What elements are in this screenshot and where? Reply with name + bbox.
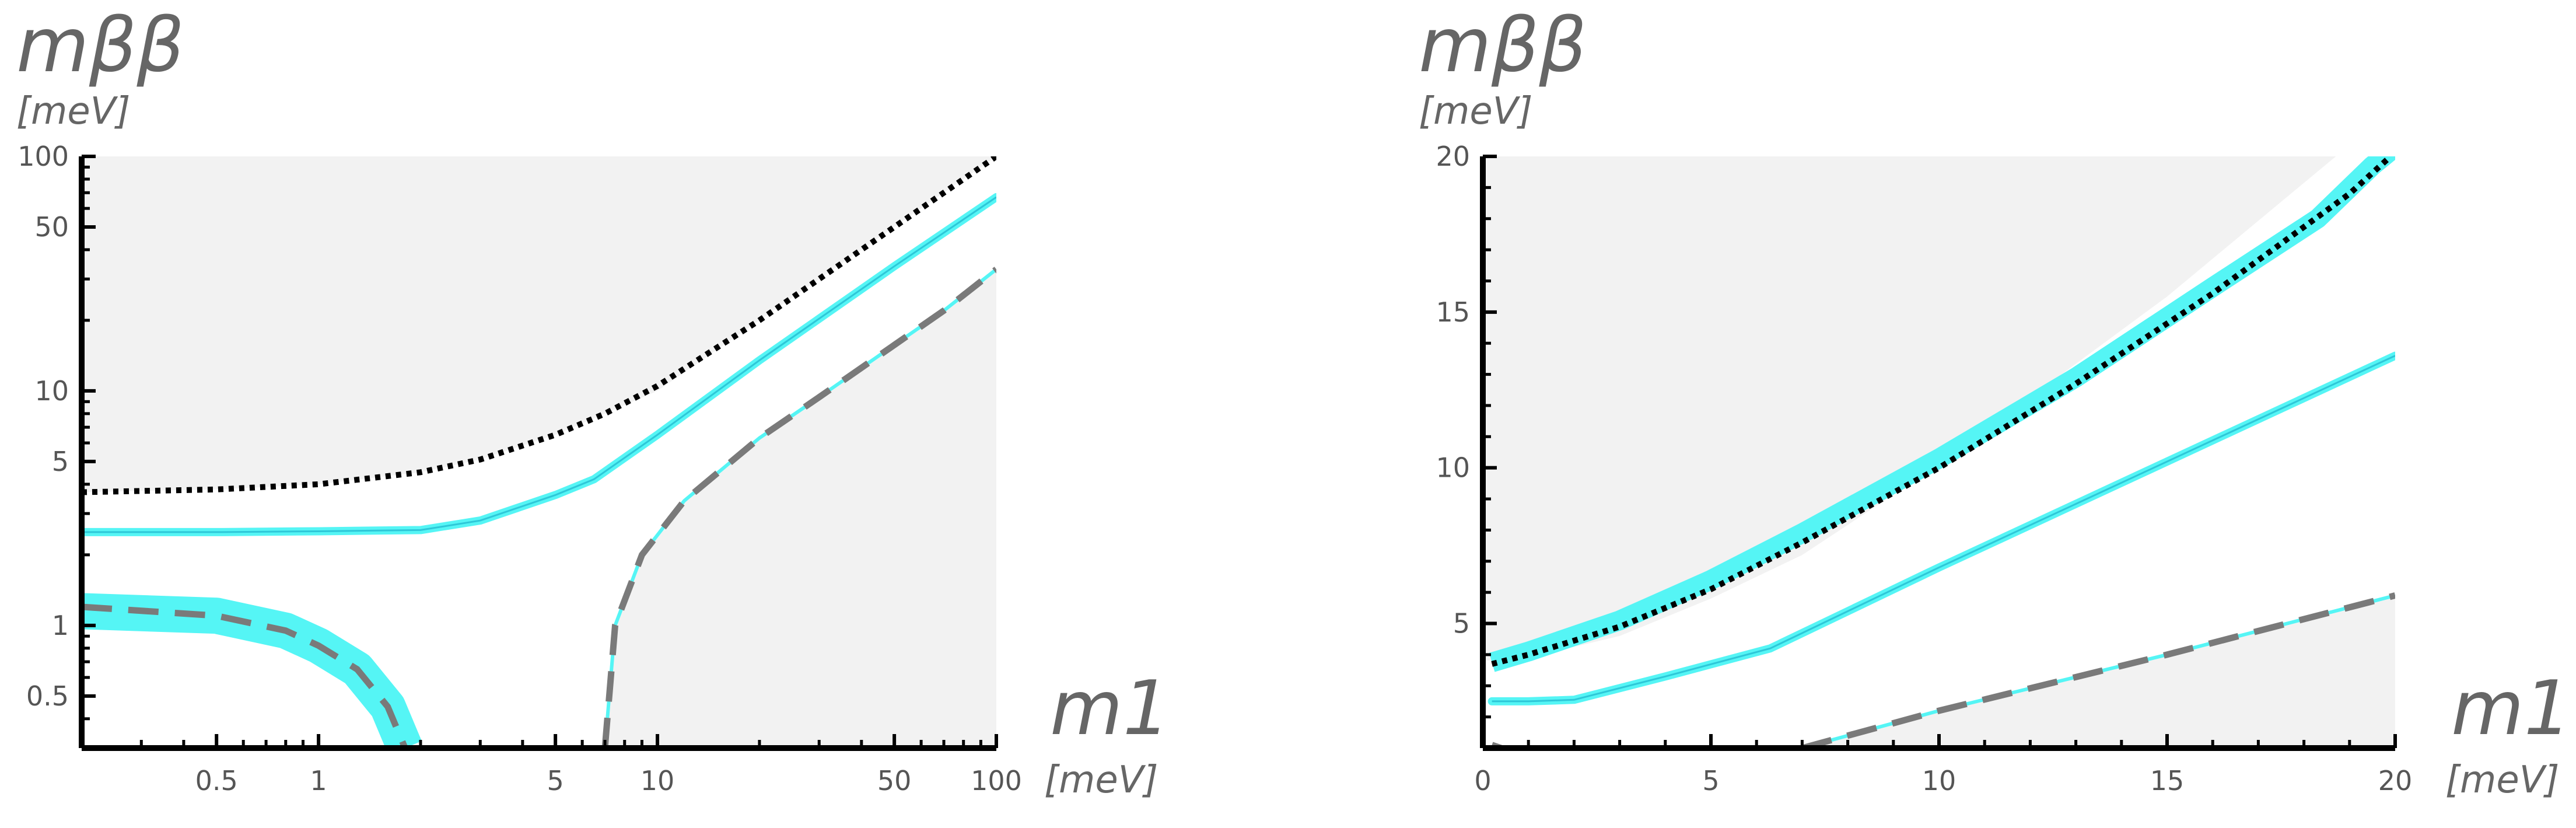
y-tick-label: 5 [52,446,69,477]
curve-2-band-thin [82,193,996,536]
y-tick-label: 20 [1436,141,1470,172]
x-tick-label: 0.5 [195,765,238,796]
curve-3-band-thin [1488,351,2395,705]
plot-area [82,156,996,748]
y-tick-label: 1 [52,610,69,641]
curve-5-dashed-cyan [1801,592,2395,748]
curve-2-band-thin-line [82,196,996,533]
x-tick-label: 20 [2378,765,2413,796]
curve-2-dotted [1491,156,2393,667]
y-tick-label: 5 [1453,608,1470,640]
x-tick-label: 50 [877,765,912,796]
y-tick-label: 10 [1436,452,1470,484]
y-tick-label: 50 [34,211,69,243]
x-tick-label: 100 [971,765,1022,796]
shaded-region-upper [1483,156,2336,661]
x-tick-label: 5 [1702,765,1719,796]
x-tick-label: 15 [2150,765,2185,796]
curve-3-band-thin-line [1492,355,2395,703]
curve-5-dashed-cyan-dashes [1801,592,2395,748]
y-tick-label: 10 [34,375,69,407]
curve-4-dashed [82,603,408,748]
x-axis-unit: [meV] [2445,759,2559,802]
shaded-region-upper [82,156,996,492]
x-tick-label: 1 [310,765,327,796]
x-tick-label: 10 [1922,765,1957,796]
y-axis-title: mββ [16,2,184,89]
y-tick-label: 0.5 [26,680,69,712]
x-axis-unit: [meV] [1044,759,1158,802]
y-tick-label: 15 [1436,296,1470,328]
x-axis-title: m1 [2451,665,2571,752]
y-axis-unit: [meV] [1419,90,1532,133]
y-tick-label: 100 [18,141,69,172]
x-axis-title: m1 [1050,665,1170,752]
curve-3-band-thick [82,593,422,748]
x-tick-label: 10 [640,765,675,796]
plot-area [1483,156,2395,748]
curve-5-dashed-cyan-dashes [601,267,996,748]
y-axis-unit: [meV] [16,90,130,133]
y-axis-title: mββ [1419,2,1587,89]
x-tick-label: 0 [1474,765,1491,796]
curve-5-dashed-cyan [601,267,996,748]
x-tick-label: 5 [547,765,564,796]
shaded-region-lower [605,269,996,748]
